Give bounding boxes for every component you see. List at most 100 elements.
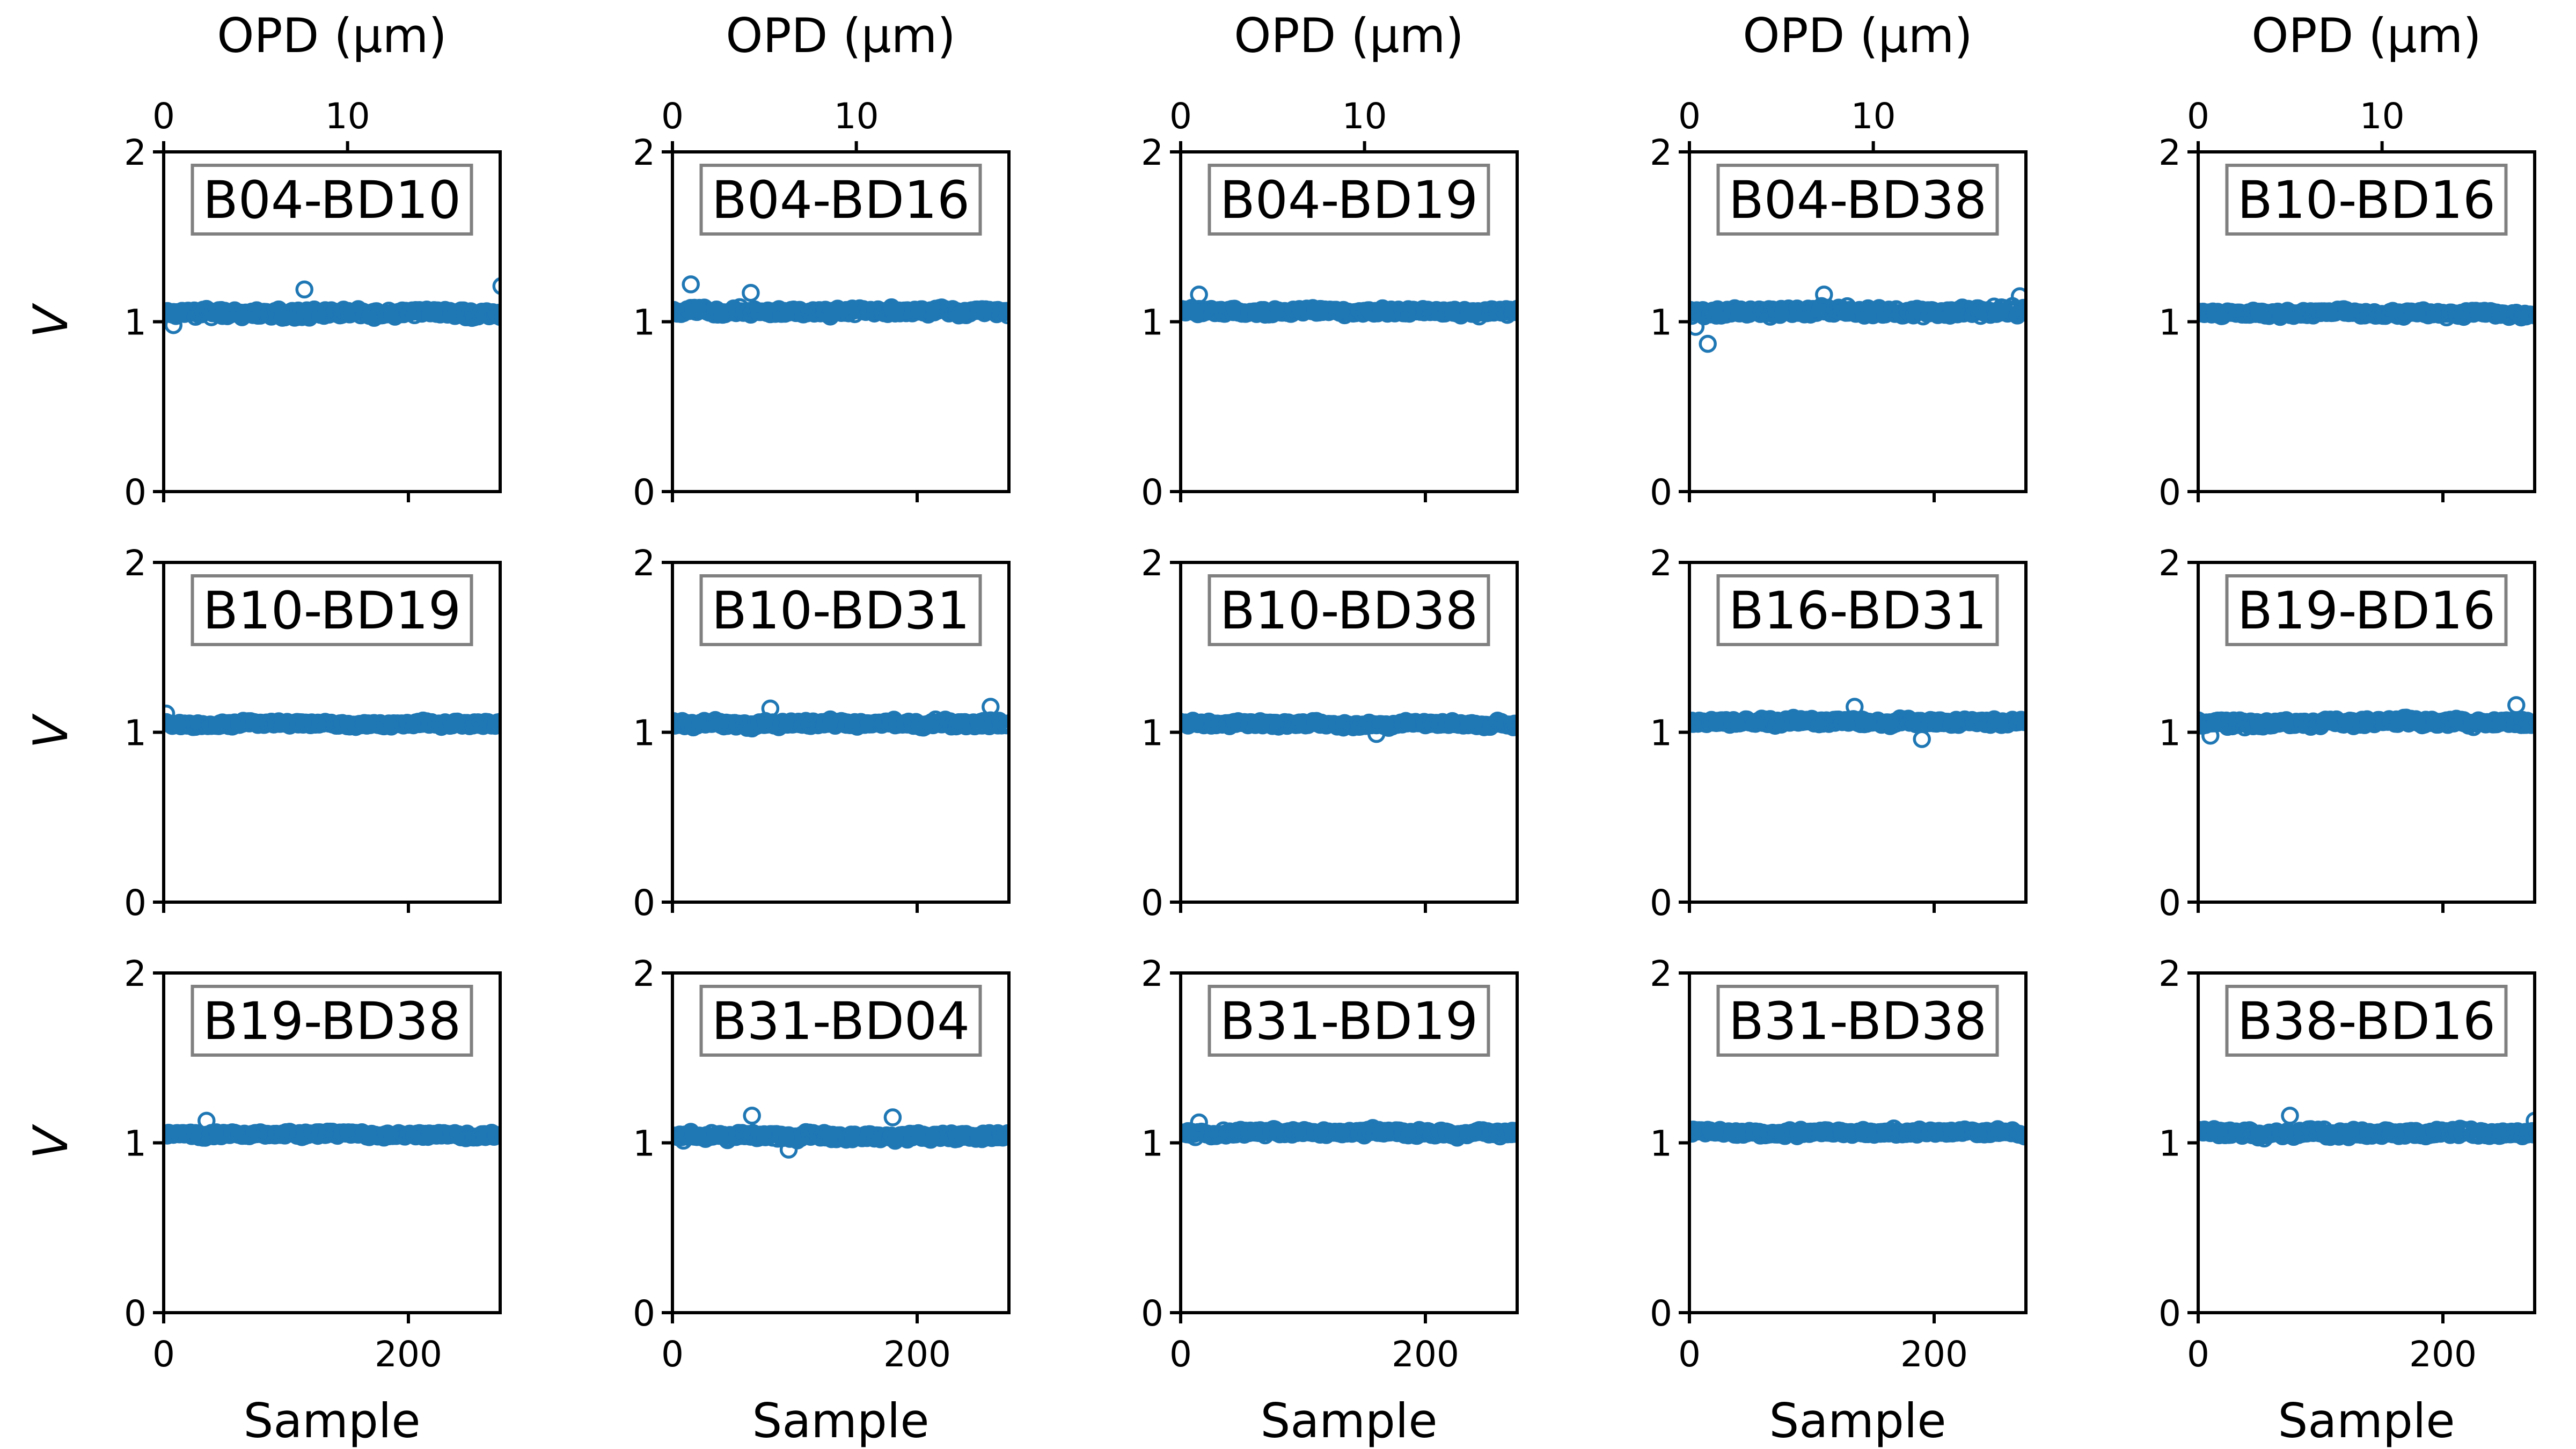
x-tick-label: 200 xyxy=(2409,1334,2477,1375)
x-tick-label: 200 xyxy=(1900,1334,1968,1375)
data-point xyxy=(682,275,700,294)
top-tick-label: 10 xyxy=(834,96,879,137)
y-tick-label: 2 xyxy=(1650,543,1672,584)
y-tick-label: 1 xyxy=(1141,713,1163,754)
top-tick-label: 10 xyxy=(2360,96,2405,137)
data-point xyxy=(883,1108,902,1126)
panel-b10-bd38: 0 1 2 B10-BD38 xyxy=(1141,543,1519,924)
data-point xyxy=(1000,1127,1009,1145)
y-tick-label: 0 xyxy=(124,472,147,513)
top-tick-label: 10 xyxy=(1851,96,1896,137)
y-tick-label: 0 xyxy=(124,1293,147,1334)
panel-label-box xyxy=(191,164,473,236)
axes-frame xyxy=(2197,971,2536,1314)
data-point xyxy=(1508,716,1517,735)
data-point xyxy=(2526,713,2535,731)
panel-label-box xyxy=(699,574,982,646)
panel-label-box xyxy=(699,985,982,1057)
panel-label: B16-BD31 xyxy=(1729,581,1987,641)
y-tick-label: 2 xyxy=(124,953,147,994)
top-axis-title: OPD (μm) xyxy=(1234,8,1463,63)
data-point xyxy=(2014,298,2026,317)
axes-frame xyxy=(2197,150,2536,493)
data-point xyxy=(2017,303,2026,321)
data-point xyxy=(164,316,182,334)
x-tick-label: 0 xyxy=(1678,1334,1701,1375)
y-tick-label: 0 xyxy=(633,1293,655,1334)
panel-b31-bd38: 0 1 2 0 200 Sample B31-BD38 xyxy=(1650,953,2028,1448)
series-points xyxy=(672,275,1009,326)
top-tick-label: 10 xyxy=(325,96,370,137)
y-tick-label: 2 xyxy=(2158,543,2181,584)
panel-label: B31-BD38 xyxy=(1729,991,1987,1051)
y-axis-title: V xyxy=(23,713,78,749)
panel-label-box xyxy=(2225,164,2508,236)
data-point xyxy=(1913,730,1931,748)
panel-b19-bd38: 0 1 2 0 200 Sample V B19-BD38 xyxy=(23,953,502,1448)
data-point xyxy=(1000,303,1009,321)
data-point xyxy=(295,280,313,299)
x-tick-label: 0 xyxy=(2187,1334,2209,1375)
panel-b16-bd31: 0 1 2 B16-BD31 xyxy=(1650,543,2028,924)
axes-frame xyxy=(1179,971,1519,1314)
y-tick-label: 1 xyxy=(633,713,655,754)
panel-label-box xyxy=(699,164,982,236)
x-tick-label: 0 xyxy=(1169,1334,1192,1375)
axes-frame xyxy=(162,971,502,1314)
panel-label: B04-BD38 xyxy=(1729,170,1987,230)
top-tick-label: 0 xyxy=(661,96,684,137)
y-tick-label: 0 xyxy=(1141,1293,1163,1334)
y-tick-label: 0 xyxy=(1141,472,1163,513)
y-tick-label: 2 xyxy=(633,543,655,584)
data-point xyxy=(2017,1127,2026,1145)
x-tick-label: 0 xyxy=(152,1334,175,1375)
data-point xyxy=(488,305,500,324)
y-tick-label: 1 xyxy=(633,302,655,343)
y-tick-label: 2 xyxy=(1141,953,1163,994)
panel-label-box xyxy=(2225,574,2508,646)
y-tick-label: 0 xyxy=(633,882,655,924)
y-axis-title: V xyxy=(23,303,78,338)
y-tick-label: 0 xyxy=(1650,882,1672,924)
data-point xyxy=(1190,1113,1208,1132)
y-tick-label: 2 xyxy=(633,132,655,173)
data-point xyxy=(2017,713,2026,731)
y-tick-label: 0 xyxy=(633,472,655,513)
y-tick-label: 1 xyxy=(1141,1123,1163,1165)
y-tick-label: 2 xyxy=(1141,543,1163,584)
y-tick-label: 1 xyxy=(124,302,147,343)
panel-label: B10-BD19 xyxy=(203,581,461,641)
series-points xyxy=(2198,300,2535,327)
y-tick-label: 1 xyxy=(2158,302,2181,343)
y-tick-label: 0 xyxy=(2158,1293,2181,1334)
axes-frame xyxy=(162,150,502,493)
series-points xyxy=(1689,698,2026,748)
panel-label: B10-BD38 xyxy=(1220,581,1478,641)
axes-frame xyxy=(1688,971,2028,1314)
panel-label-box xyxy=(191,574,473,646)
x-tick-label: 200 xyxy=(883,1334,951,1375)
top-tick-label: 0 xyxy=(1678,96,1701,137)
top-tick-label: 0 xyxy=(2187,96,2209,137)
y-tick-label: 1 xyxy=(1650,713,1672,754)
y-tick-label: 0 xyxy=(124,882,147,924)
panel-b10-bd31: 0 1 2 B10-BD31 xyxy=(633,543,1011,924)
panel-label-box xyxy=(191,985,473,1057)
y-axis-title: V xyxy=(23,1124,78,1159)
data-point xyxy=(164,704,175,723)
series-points xyxy=(1181,712,1517,743)
x-tick-label: 0 xyxy=(661,1334,684,1375)
panel-label-box xyxy=(1208,164,1490,236)
panel-b10-bd19: 0 1 2 V B10-BD19 xyxy=(23,543,502,924)
axes-frame xyxy=(1688,150,2028,493)
panel-b19-bd16: 0 1 2 B19-BD16 xyxy=(2158,543,2536,924)
series-points xyxy=(2198,1107,2535,1148)
y-tick-label: 1 xyxy=(2158,713,2181,754)
top-axis-title: OPD (μm) xyxy=(726,8,955,63)
y-tick-label: 0 xyxy=(2158,882,2181,924)
panel-label-box xyxy=(1716,985,1999,1057)
